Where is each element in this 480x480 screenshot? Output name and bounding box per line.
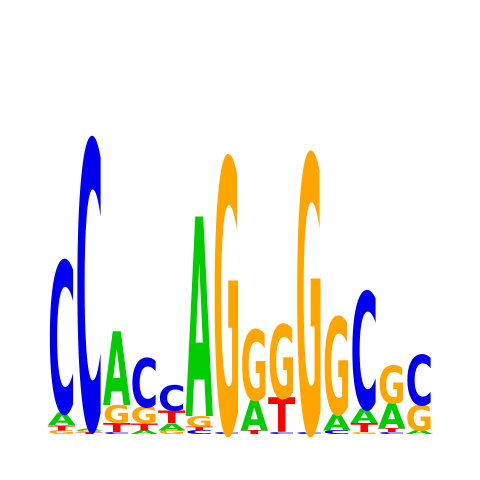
logo-letter-t: T: [186, 426, 214, 432]
logo-letter-c: C: [323, 430, 351, 436]
logo-column-14: AGC: [406, 341, 434, 439]
logo-letter-c: C: [406, 341, 434, 422]
logo-letter-g: G: [351, 432, 379, 435]
logo-letter-c: C: [268, 432, 296, 435]
logo-letter-a: A: [186, 163, 214, 480]
logo-letter-t: T: [48, 424, 76, 433]
logo-letter-c: C: [158, 379, 186, 419]
logo-letter-a: A: [378, 397, 406, 437]
logo-letter-a: A: [351, 405, 379, 428]
logo-letter-a: A: [158, 421, 186, 433]
logo-letter-c: C: [48, 222, 76, 463]
logo-letter-a: A: [48, 409, 76, 429]
logo-letter-a: A: [131, 430, 159, 436]
logo-letter-g: G: [103, 401, 131, 429]
logo-letter-c: C: [378, 432, 406, 435]
logo-column-11: CAG: [323, 292, 351, 446]
logo-column-8: TAG: [241, 310, 269, 441]
logo-letter-g: G: [268, 306, 296, 423]
logo-letter-t: T: [268, 389, 296, 443]
logo-letter-t: T: [103, 421, 131, 435]
logo-letter-c: C: [351, 260, 379, 447]
logo-letter-g: G: [406, 399, 434, 439]
logo-letter-g: G: [131, 403, 159, 429]
logo-letter-g: G: [186, 413, 214, 430]
logo-letter-c: C: [131, 346, 159, 424]
logo-letter-c: C: [103, 432, 131, 435]
logo-letter-t: T: [351, 421, 379, 435]
logo-letter-a: A: [103, 313, 131, 430]
logo-letter-g: G: [158, 430, 186, 436]
logo-letter-a: A: [323, 410, 351, 436]
logo-letter-t: T: [241, 430, 269, 436]
logo-letter-c: C: [296, 432, 324, 435]
logo-column-10: CG: [296, 80, 324, 480]
logo-letter-a: A: [406, 430, 434, 436]
logo-letter-g: G: [378, 356, 406, 416]
logo-letter-g: G: [323, 292, 351, 446]
logo-letter-c: C: [186, 430, 214, 436]
logo-column-7: CG: [213, 84, 241, 480]
logo-letter-a: A: [76, 428, 104, 431]
logo-letter-t: T: [76, 432, 104, 435]
logo-letter-g: G: [213, 84, 241, 480]
logo-letter-g: G: [76, 430, 104, 433]
logo-letter-c: C: [76, 63, 104, 480]
logo-letter-c: C: [213, 432, 241, 435]
logo-letter-t: T: [378, 428, 406, 434]
logo-letter-g: G: [296, 80, 324, 480]
logo-letter-t: T: [158, 407, 186, 427]
logo-column-9: CTG: [268, 306, 296, 443]
logo-letter-a: A: [241, 393, 269, 442]
logo-letter-g: G: [48, 430, 76, 436]
logo-letter-g: G: [241, 310, 269, 423]
logo-letter-t: T: [131, 421, 159, 433]
